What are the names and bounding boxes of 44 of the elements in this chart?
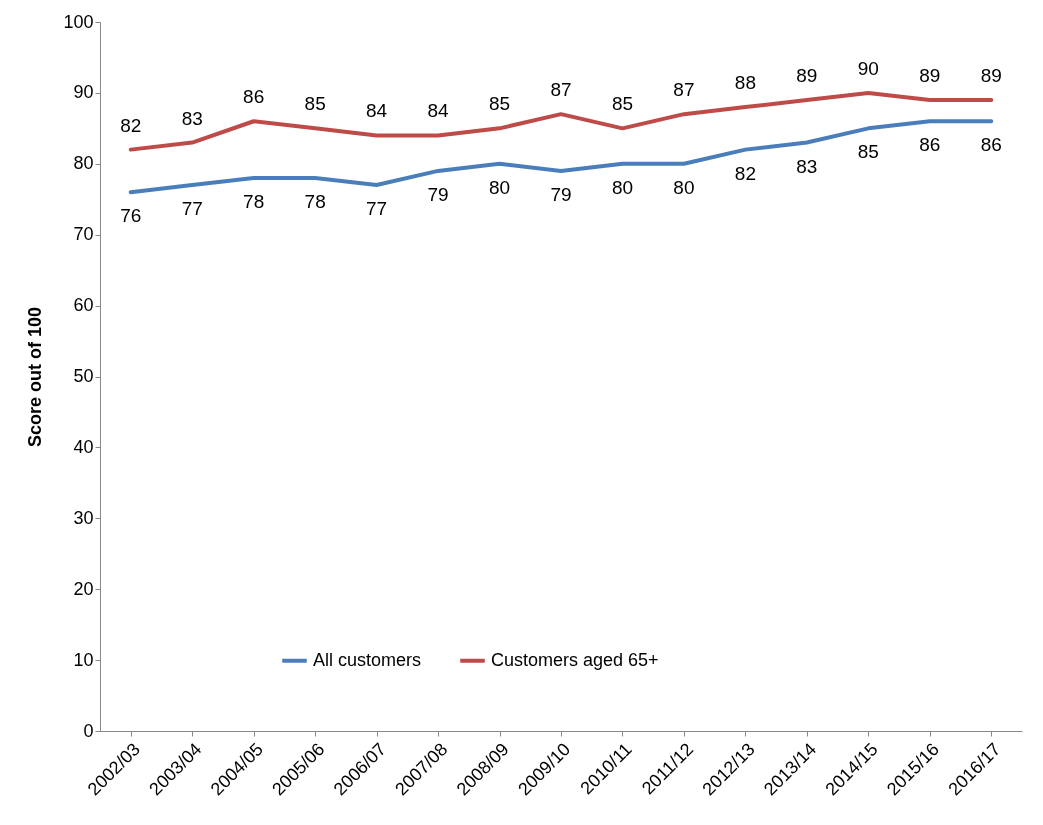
data-label: 85 (488, 93, 511, 115)
data-label: 83 (181, 107, 203, 129)
y-tick-label: 30 (73, 507, 94, 528)
y-tick-label: 40 (73, 436, 94, 457)
data-label: 85 (304, 93, 326, 115)
data-label: 83 (796, 155, 818, 177)
data-label: 87 (550, 79, 572, 101)
legend-label: Customers aged 65+ (491, 649, 659, 670)
y-tick-label: 60 (73, 295, 94, 316)
data-label: 86 (980, 134, 1002, 156)
data-label: 80 (611, 176, 634, 198)
y-tick-label: 90 (73, 82, 94, 103)
data-label: 78 (304, 190, 326, 212)
data-label: 89 (980, 64, 1002, 86)
y-axis-title: Score out of 100 (25, 306, 46, 448)
data-label: 79 (550, 183, 572, 205)
data-label: 77 (366, 198, 388, 220)
data-label: 80 (488, 176, 511, 198)
data-label: 90 (857, 57, 879, 79)
data-label: 80 (673, 176, 695, 198)
data-label: 77 (181, 198, 203, 220)
data-label: 76 (120, 205, 142, 227)
data-label: 86 (919, 134, 941, 156)
data-label: 79 (427, 183, 449, 205)
legend-label: All customers (313, 649, 422, 670)
y-tick-label: 0 (83, 720, 94, 741)
y-tick-label: 80 (73, 153, 94, 174)
data-label: 82 (734, 162, 756, 184)
data-label: 85 (611, 93, 634, 115)
y-tick-label: 100 (63, 11, 94, 32)
data-label: 78 (243, 190, 265, 212)
y-tick-label: 50 (73, 366, 94, 386)
data-label: 88 (734, 72, 756, 94)
data-label: 82 (120, 114, 142, 136)
data-label: 85 (857, 141, 879, 163)
data-label: 86 (243, 86, 265, 108)
y-tick-label: 10 (73, 649, 94, 670)
data-label: 87 (673, 79, 695, 101)
y-tick-label: 20 (73, 578, 94, 599)
data-label: 89 (796, 64, 818, 86)
data-label: 84 (366, 100, 388, 122)
y-tick-label: 70 (73, 224, 94, 245)
data-label: 89 (919, 64, 941, 86)
data-label: 84 (427, 100, 450, 122)
